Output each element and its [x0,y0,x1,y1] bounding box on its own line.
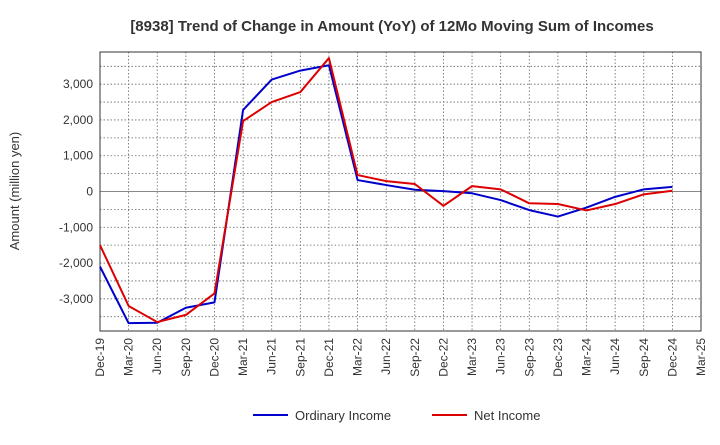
x-tick-label: Mar-23 [465,338,479,376]
legend-label-1: Net Income [474,408,540,423]
series-line-0 [99,64,673,325]
series-line-1 [99,57,673,324]
y-tick-label: 2,000 [63,113,93,127]
x-tick-label: Mar-21 [236,338,250,376]
plot-border [99,51,702,332]
y-tick-label: 1,000 [63,149,93,163]
x-tick-label: Dec-21 [322,338,336,377]
y-axis-label: Amount (million yen) [7,132,22,251]
x-tick-label: Dec-19 [93,338,107,377]
x-tick-label: Jun-20 [150,338,164,375]
y-tick-label: 0 [86,185,93,199]
x-tick-label: Mar-24 [580,338,594,376]
y-tick-label: 3,000 [63,77,93,91]
legend-label-0: Ordinary Income [295,408,391,423]
x-tick-label: Dec-22 [436,338,450,377]
x-tick-label: Sep-22 [408,338,422,377]
x-tick-label: Jun-21 [265,338,279,375]
x-tick-label: Jun-24 [608,338,622,375]
y-tick-label: -1,000 [59,220,93,234]
y-tick-label: -3,000 [59,292,93,306]
x-tick-label: Dec-20 [207,338,221,377]
legend: Ordinary Income Net Income [253,408,540,423]
y-tick-label: -2,000 [59,256,93,270]
x-tick-label: Sep-23 [522,338,536,377]
plot-area: -3,000 -2,000 -1,000 0 1,000 2,000 3,000 Dec-19… [59,51,708,377]
x-tick-label: Sep-24 [637,338,651,377]
x-tick-label: Mar-22 [351,338,365,376]
x-tick-label: Jun-22 [379,338,393,375]
x-tick-label: Mar-25 [694,338,708,376]
x-tick-label: Jun-23 [494,338,508,375]
x-tick-label: Mar-20 [122,338,136,376]
x-tick-label: Dec-24 [665,338,679,377]
chart-title: [8938] Trend of Change in Amount (YoY) o… [130,18,653,35]
x-tick-label: Dec-23 [551,338,565,377]
x-tick-label: Sep-20 [179,338,193,377]
x-tick-label: Sep-21 [293,338,307,377]
